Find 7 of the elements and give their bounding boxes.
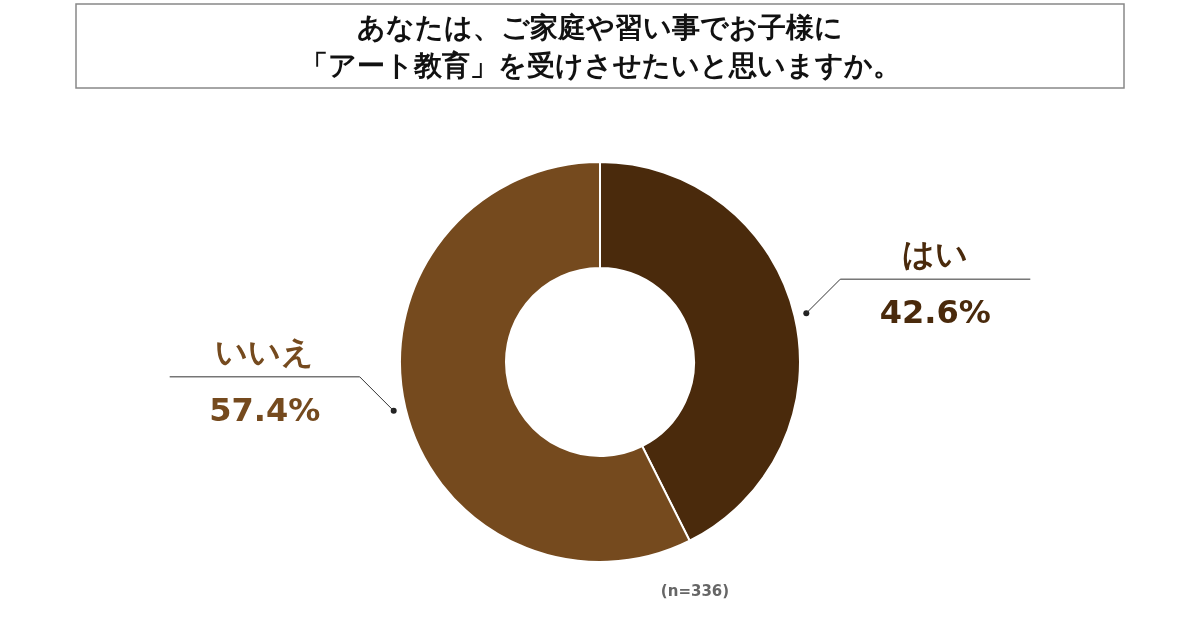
text: (n=336) (660, 582, 730, 600)
chart-subtitle: 「アート教育」を受けさせたいと思いますか。 (299, 49, 901, 82)
chart-title: あなたは、ご家庭や習い事でお子様に (357, 11, 843, 44)
slice-label: はい (902, 235, 969, 274)
data-label: 57.4% (209, 390, 321, 429)
data-label: 42.6% (879, 293, 991, 332)
slice-label: いいえ (215, 332, 315, 371)
